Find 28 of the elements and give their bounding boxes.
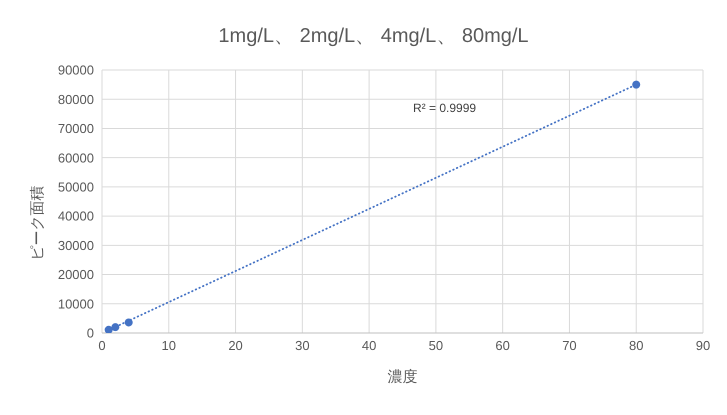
x-tick-label: 40: [362, 338, 376, 354]
y-tick-label: 10000: [58, 296, 94, 312]
y-tick-label: 0: [86, 326, 94, 341]
y-tick-label: 70000: [58, 121, 94, 136]
y-axis-title: ピーク面積: [29, 186, 46, 260]
x-tick-label: 30: [295, 338, 310, 354]
chart-title: 1mg/L、 2mg/L、 4mg/L、 80mg/L: [218, 25, 529, 47]
y-tick-label: 80000: [58, 92, 94, 107]
x-tick-label: 70: [562, 338, 577, 354]
point: [104, 326, 113, 333]
y-tick-label: 60000: [58, 150, 94, 166]
x-tick-label: 0: [98, 338, 106, 354]
x-tick-label: 60: [495, 338, 510, 354]
y-tick-label: 90000: [58, 62, 94, 78]
annotation: R² = 0.9999: [413, 101, 476, 115]
x-tick-label: 20: [228, 338, 243, 354]
x-axis-title: 濃度: [388, 368, 418, 386]
point: [632, 80, 640, 89]
x-tick-label: 90: [696, 338, 710, 354]
y-tick-label: 30000: [58, 238, 94, 253]
x-tick-label: 80: [628, 338, 644, 354]
y-tick-label: 40000: [58, 208, 94, 224]
y-tick-label: 50000: [58, 180, 94, 195]
x-tick-label: 10: [162, 338, 176, 354]
x-tick-label: 50: [428, 338, 444, 354]
point: [124, 318, 133, 326]
point: [111, 323, 120, 332]
y-tick-label: 20000: [58, 267, 94, 282]
